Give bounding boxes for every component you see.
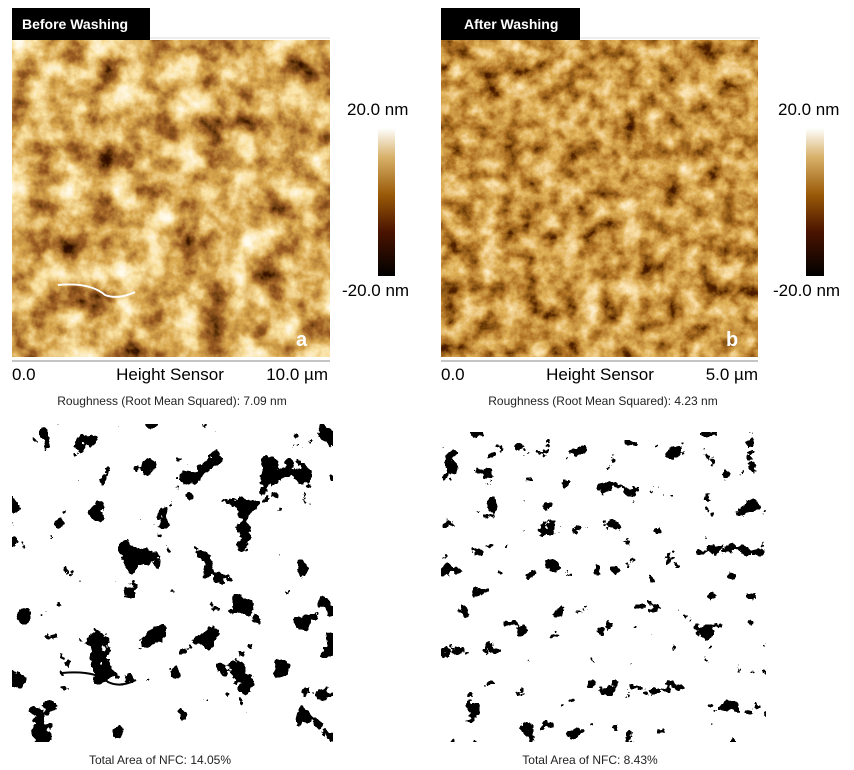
scale-name: Height Sensor: [546, 365, 654, 384]
colorbar-max: 20.0 nm: [347, 100, 408, 119]
colorbar-min: -20.0 nm: [342, 281, 409, 300]
panel-title: After Washing: [464, 16, 558, 32]
roughness: Roughness (Root Mean Squared): 4.23 nm: [488, 394, 717, 408]
panel-letter: a: [296, 329, 308, 351]
scale-start: 0.0: [12, 365, 36, 384]
binary-image: [12, 424, 333, 742]
panel-title: Before Washing: [22, 16, 128, 32]
afm-image: [441, 40, 758, 357]
scale-name: Height Sensor: [116, 365, 224, 384]
scale-end: 10.0 µm: [266, 365, 328, 384]
area: Total Area of NFC: 14.05%: [89, 753, 231, 767]
panel-letter: b: [726, 329, 738, 351]
figure: Before Washing a 20.0 nm -20.0 nm 0.0 He…: [0, 0, 854, 770]
scale-start: 0.0: [441, 365, 465, 384]
scale-end: 5.0 µm: [706, 365, 758, 384]
roughness: Roughness (Root Mean Squared): 7.09 nm: [57, 394, 286, 408]
colorbar: [806, 128, 824, 276]
binary-image: [441, 432, 766, 742]
afm-image: [12, 40, 330, 357]
area: Total Area of NFC: 8.43%: [522, 753, 658, 767]
colorbar-max: 20.0 nm: [778, 100, 839, 119]
colorbar: [378, 128, 395, 276]
colorbar-min: -20.0 nm: [773, 281, 840, 300]
